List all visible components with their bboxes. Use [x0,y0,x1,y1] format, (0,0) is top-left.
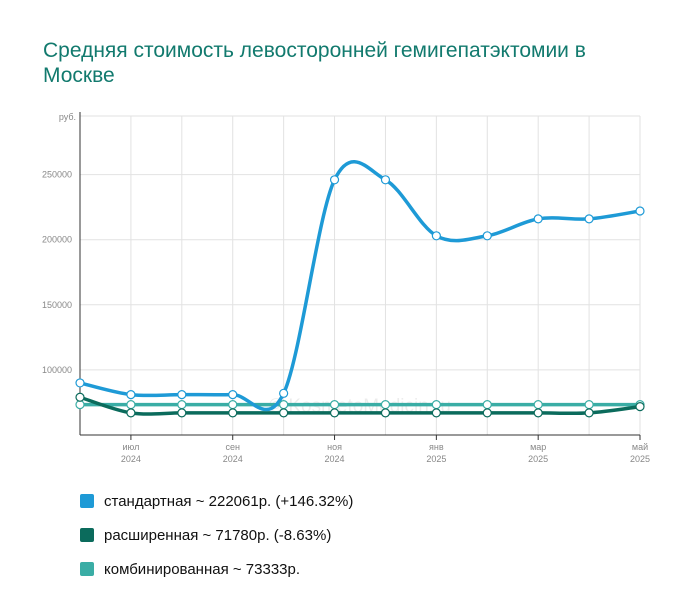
data-point-standard [584,214,594,224]
x-tick-label-month: ноя [327,442,342,452]
data-point-standard [431,231,441,241]
data-point-extended [228,408,238,418]
data-point-standard [482,231,492,241]
data-point-combined [380,400,391,410]
data-point-extended [482,408,492,418]
x-tick-label-year: 2025 [426,454,446,464]
data-point-standard [533,214,543,224]
x-tick-label-month: янв [429,442,444,452]
data-point-combined [431,400,441,410]
x-tick-label-year: 2024 [223,454,243,464]
x-tick-label-year: 2025 [630,454,650,464]
chart-title: Средняя стоимость левосторонней гемигепа… [43,39,586,87]
data-point-combined [584,400,594,410]
data-point-standard [279,388,289,398]
x-tick-label-month: май [632,442,648,452]
legend-swatch-extended [80,528,94,542]
data-point-extended [126,408,136,418]
legend-item-extended[interactable]: расширенная ~ 71780р. (-8.63%) [80,518,353,552]
data-point-standard [329,175,340,185]
data-point-extended [177,408,187,418]
data-point-standard [635,206,645,216]
legend-label-extended: расширенная ~ 71780р. (-8.63%) [104,526,332,544]
legend-item-standard[interactable]: стандартная ~ 222061р. (+146.32%) [80,484,353,518]
legend-label-standard: стандартная ~ 222061р. (+146.32%) [104,492,354,510]
data-point-combined [177,400,187,410]
legend-swatch-combined [80,562,94,576]
x-tick-label-month: сен [225,442,240,452]
data-point-combined [228,400,238,410]
data-point-extended [279,408,289,418]
data-point-standard [75,378,85,388]
x-tick-label-month: мар [530,442,546,452]
data-point-extended [533,408,543,418]
x-tick-label-year: 2025 [528,454,548,464]
data-point-standard [126,390,136,400]
data-point-combined [126,400,136,410]
data-point-combined [329,400,340,410]
data-point-extended [329,408,340,418]
y-tick-label: 150000 [42,300,72,310]
y-tick-label: 100000 [42,365,72,375]
series-line-standard [78,160,642,412]
x-tick-label-year: 2024 [121,454,141,464]
data-point-standard [380,175,391,185]
legend-item-combined[interactable]: комбинированная ~ 73333р. [80,552,353,586]
data-point-combined [279,400,289,410]
y-axis-unit-label: руб. [59,112,76,122]
data-point-combined [533,400,543,410]
x-tick-label-month: июл [122,442,139,452]
data-point-extended [431,408,441,418]
data-point-extended [584,408,594,418]
data-point-extended [75,392,85,402]
data-point-extended [635,402,645,412]
data-point-standard [228,390,238,400]
data-point-standard [177,390,187,400]
legend-label-combined: комбинированная ~ 73333р. [104,560,301,578]
data-point-extended [380,408,391,418]
y-tick-label: 250000 [42,170,72,180]
legend: стандартная ~ 222061р. (+146.32%) расшир… [80,484,353,586]
y-tick-label: 200000 [42,235,72,245]
data-point-combined [482,400,492,410]
legend-swatch-standard [80,494,94,508]
x-tick-label-year: 2024 [325,454,345,464]
